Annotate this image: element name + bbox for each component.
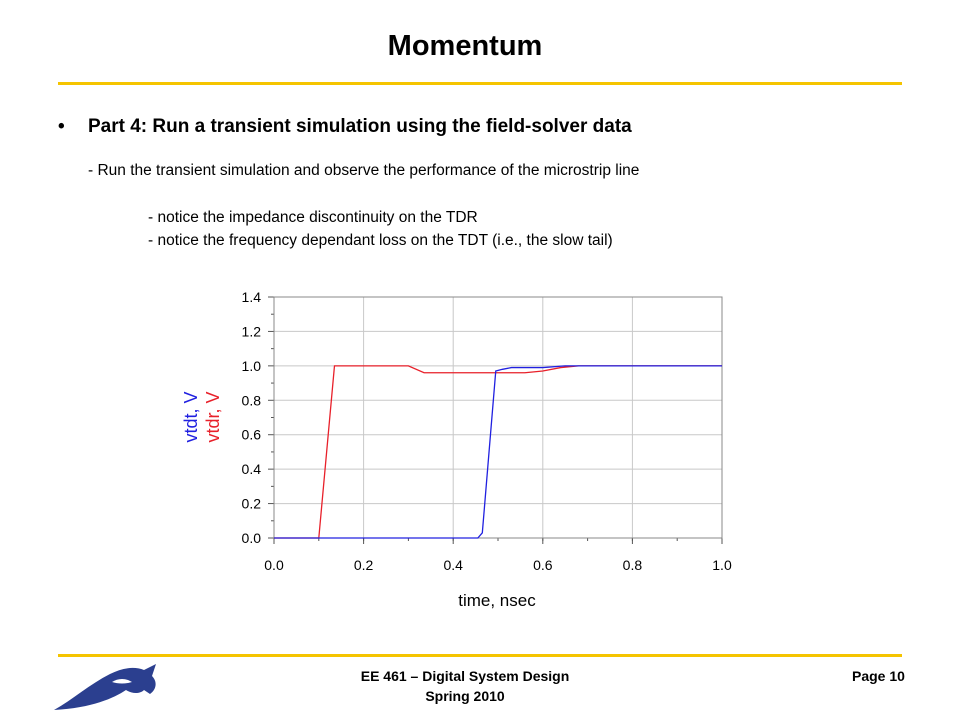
series-line-vtdr: [274, 365, 722, 539]
y-tick-label: 1.2: [242, 323, 262, 339]
bullet-heading: • Part 4: Run a transient simulation usin…: [58, 116, 632, 138]
x-tick-label: 1.0: [712, 557, 732, 573]
footer-term: Spring 2010: [425, 688, 505, 704]
x-tick-label: 0.8: [623, 557, 643, 573]
y-tick-label: 0.6: [242, 427, 262, 443]
plot-frame: [273, 296, 723, 539]
page-number: Page 10: [852, 668, 905, 684]
bullet-marker: •: [58, 116, 65, 137]
x-tick-label: 0.6: [533, 557, 553, 573]
y-tick-label: 0.0: [242, 530, 262, 546]
y-tick-label: 0.4: [242, 461, 262, 477]
x-tick-label: 0.2: [354, 557, 374, 573]
series-line-vtdt: [274, 365, 722, 539]
y-tick-label: 1.0: [242, 358, 262, 374]
chart-grid: [273, 296, 723, 539]
title-divider: [58, 82, 902, 85]
tick-labels: 0.0 0.2 0.4 0.6 0.8 1.0 0.0 0.2 0.4 0.6 0.8 1.0 1.2 1…: [242, 289, 732, 573]
cougar-logo-icon: [54, 664, 156, 710]
footer-divider: [58, 654, 902, 657]
note-tdt: - notice the frequency dependant loss on…: [148, 232, 613, 249]
y-tick-label: 0.8: [242, 392, 262, 408]
note-tdr: - notice the impedance discontinuity on …: [148, 209, 478, 226]
x-tick-label: 0.4: [443, 557, 463, 573]
bullet-text: Part 4: Run a transient simulation using…: [88, 116, 632, 137]
x-axis-label: time, nsec: [458, 591, 536, 610]
sub-item: - Run the transient simulation and obser…: [88, 162, 640, 179]
y-tick-label: 1.4: [242, 289, 262, 305]
series-lines: [274, 365, 722, 539]
y-tick-label: 0.2: [242, 496, 262, 512]
y-axis-label-vtdr: vtdr, V: [203, 391, 223, 442]
transient-chart: 0.0 0.2 0.4 0.6 0.8 1.0 0.0 0.2 0.4 0.6 0.8 1.0 1.2 1…: [181, 289, 732, 610]
chart-axes: [268, 296, 723, 544]
y-axis-label-vtdt: vtdt, V: [181, 391, 201, 442]
footer-course: EE 461 – Digital System Design: [360, 668, 570, 684]
slide-title: Momentum: [387, 30, 543, 62]
x-tick-label: 0.0: [264, 557, 284, 573]
